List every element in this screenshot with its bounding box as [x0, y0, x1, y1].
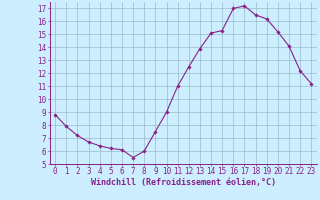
X-axis label: Windchill (Refroidissement éolien,°C): Windchill (Refroidissement éolien,°C) [91, 178, 276, 187]
